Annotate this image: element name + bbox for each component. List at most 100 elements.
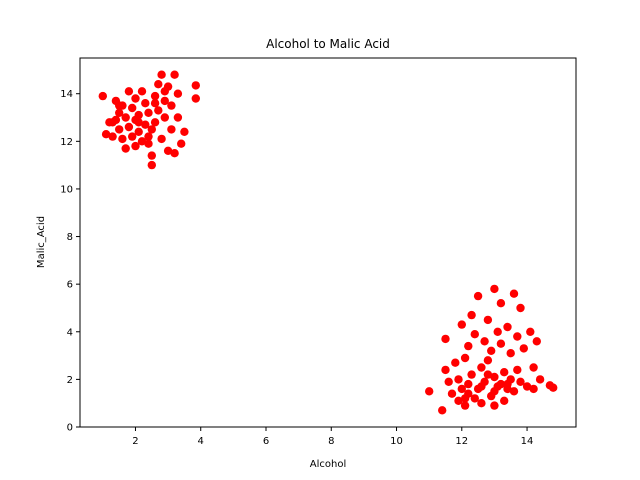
scatter-point [144, 139, 153, 148]
scatter-point [131, 94, 140, 103]
scatter-point [529, 384, 538, 394]
scatter-point [460, 401, 470, 410]
scatter-point [464, 341, 473, 351]
scatter-point [447, 389, 457, 398]
y-axis-title: Malic_Acid [36, 216, 47, 268]
scatter-point [490, 284, 499, 294]
x-tick-label: 2 [132, 436, 138, 447]
scatter-point [454, 375, 463, 384]
y-tick-label: 14 [60, 89, 73, 100]
y-tick-label: 2 [67, 375, 73, 386]
scatter-point [124, 122, 134, 132]
scatter-point [496, 299, 506, 308]
scatter-point [490, 401, 499, 410]
scatter-point [191, 94, 200, 103]
scatter-point [441, 365, 450, 375]
y-tick-label: 10 [60, 184, 73, 195]
x-tick-label: 8 [328, 436, 334, 447]
scatter-point [144, 132, 153, 141]
scatter-point [464, 379, 473, 389]
scatter-point [154, 80, 163, 89]
y-tick-label: 8 [67, 232, 73, 243]
scatter-point [160, 96, 169, 106]
scatter-point [173, 113, 183, 122]
scatter-point [170, 149, 179, 158]
scatter-point [490, 372, 499, 382]
scatter-point [500, 368, 509, 377]
scatter-point [167, 101, 176, 110]
scatter-point [128, 132, 137, 141]
scatter-point [438, 406, 447, 415]
scatter-point [509, 387, 519, 396]
x-tick-label: 12 [455, 436, 468, 447]
scatter-point [535, 375, 545, 384]
scatter-point [160, 87, 169, 96]
scatter-point [460, 353, 470, 363]
scatter-point [503, 384, 512, 394]
scatter-point [467, 310, 476, 320]
scatter-point [154, 106, 163, 115]
y-tick-label: 6 [67, 280, 73, 291]
scatter-point [167, 125, 176, 134]
scatter-point [173, 89, 183, 98]
y-tick-label: 12 [60, 137, 73, 148]
scatter-point [108, 118, 117, 127]
scatter-point [526, 327, 535, 336]
scatter-point [141, 99, 150, 108]
scatter-point [121, 144, 130, 153]
scatter-point [180, 127, 189, 136]
scatter-point [101, 130, 111, 139]
scatter-point [134, 118, 143, 127]
scatter-point [532, 337, 541, 346]
scatter-point [477, 382, 486, 391]
y-tick-label: 4 [67, 327, 73, 338]
scatter-point [98, 91, 108, 101]
scatter-point [157, 134, 166, 144]
plot-area [98, 70, 558, 415]
scatter-point [150, 91, 160, 101]
scatter-point [444, 377, 453, 386]
scatter-point [141, 120, 150, 129]
x-tick-label: 10 [390, 436, 403, 447]
scatter-point [441, 334, 450, 344]
scatter-point [487, 346, 496, 355]
scatter-point [124, 87, 134, 96]
scatter-point [115, 125, 124, 134]
scatter-point [115, 108, 124, 118]
scatter-point [470, 330, 479, 339]
scatter-point [170, 70, 179, 79]
scatter-point [470, 394, 479, 403]
scatter-point [147, 125, 156, 134]
scatter-point [454, 396, 463, 405]
x-tick-label: 6 [263, 436, 269, 447]
scatter-point [147, 151, 156, 160]
scatter-point [128, 103, 137, 113]
scatter-point [147, 160, 156, 170]
scatter-point [516, 377, 525, 386]
scatter-point [480, 337, 489, 346]
scatter-point [425, 387, 434, 396]
scatter-point [177, 139, 186, 148]
scatter-point [137, 137, 147, 146]
scatter-point [150, 118, 160, 127]
scatter-point [503, 322, 512, 332]
y-tick-label: 0 [67, 423, 73, 434]
scatter-point [522, 382, 532, 391]
scatter-point [460, 394, 470, 403]
scatter-point [516, 303, 525, 313]
scatter-point [513, 332, 522, 341]
scatter-point [519, 344, 528, 353]
x-tick-label: 14 [521, 436, 534, 447]
scatter-point [157, 70, 166, 79]
scatter-point [131, 141, 140, 151]
scatter-point [457, 384, 466, 394]
scatter-point [121, 113, 130, 122]
scatter-point [483, 315, 493, 325]
scatter-point [467, 370, 476, 379]
scatter-point [191, 81, 200, 90]
scatter-point [483, 356, 493, 365]
scatter-point [500, 396, 509, 405]
scatter-point [473, 291, 483, 301]
